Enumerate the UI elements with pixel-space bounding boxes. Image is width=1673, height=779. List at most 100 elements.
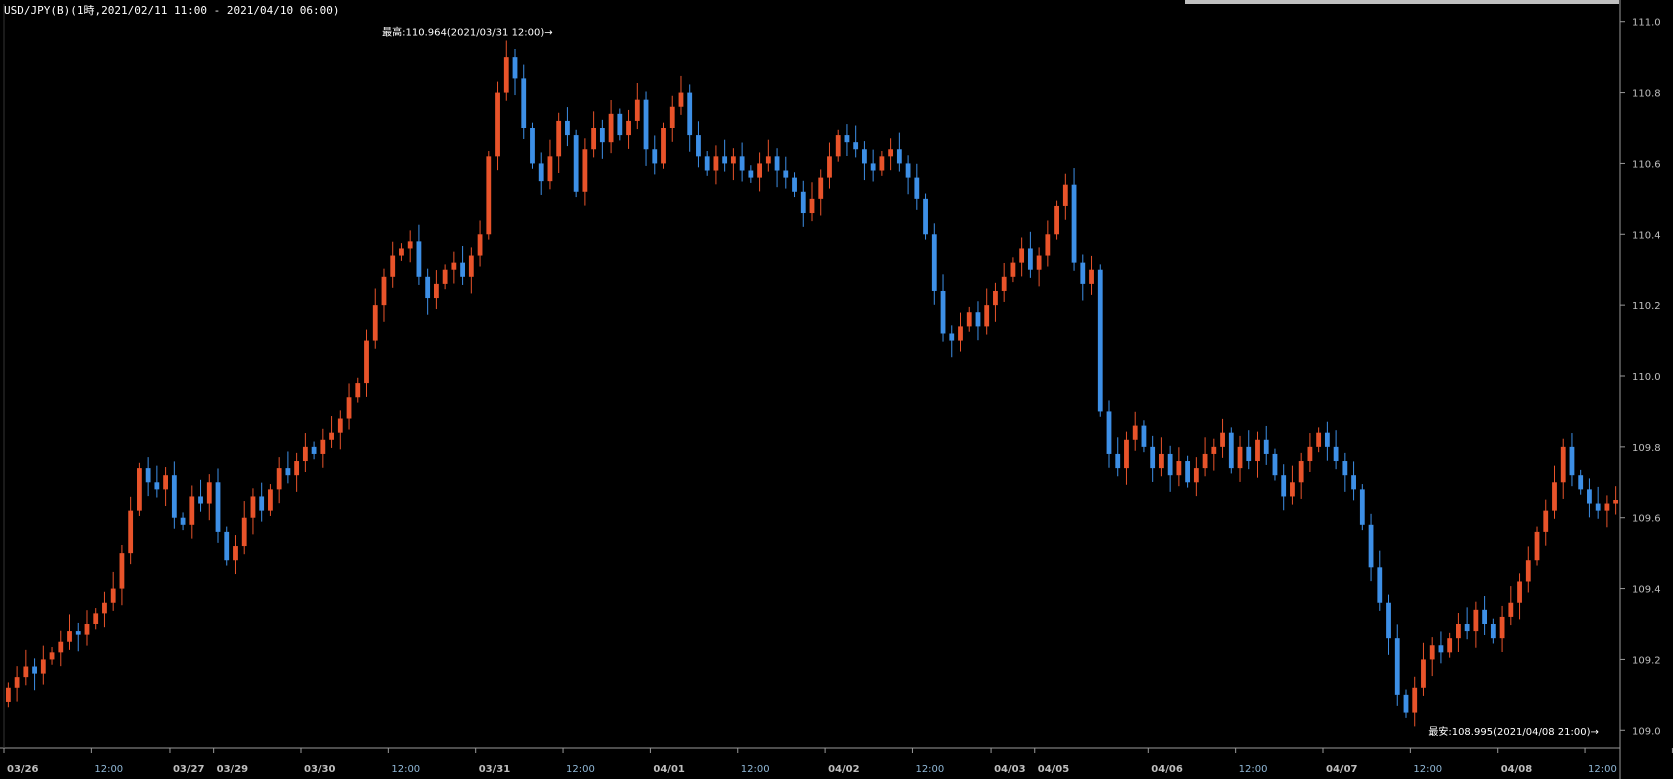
x-axis: 03/26 12:00 03/27 03/29 03/30 12:00 03/31 12:00… <box>3 748 1673 775</box>
candle-body <box>1499 616 1505 639</box>
candle-body <box>634 99 640 121</box>
candle-body <box>1115 453 1121 469</box>
candle-body <box>1578 475 1584 490</box>
candle-body <box>276 468 282 490</box>
candle-body <box>1001 276 1007 291</box>
candle-body <box>1106 411 1112 454</box>
candle-body <box>346 397 352 419</box>
candle-body <box>1255 439 1260 462</box>
candle-body <box>215 482 221 532</box>
candle-body <box>1429 645 1435 660</box>
x-tick-label: 12:00 <box>566 764 595 775</box>
candle-body <box>765 156 771 164</box>
candle-body <box>896 149 902 164</box>
top-scroll-bar[interactable] <box>1185 0 1619 4</box>
candle-body <box>949 333 955 341</box>
candle-body <box>1263 439 1269 454</box>
candle-body <box>23 666 29 678</box>
candle-body <box>1560 446 1566 483</box>
candle-body <box>1089 269 1094 284</box>
x-tick-label: 12:00 <box>915 764 944 775</box>
candle-body <box>792 177 797 192</box>
candle-body <box>748 170 754 178</box>
candle-body <box>259 496 265 511</box>
candle-body <box>145 468 151 483</box>
candle-body <box>1124 439 1129 469</box>
candle-body <box>49 652 55 660</box>
x-tick-label: 12:00 <box>1413 764 1442 775</box>
candle-body <box>1473 609 1479 632</box>
candle-body <box>853 142 859 150</box>
candle-body <box>1464 624 1470 632</box>
candle-body <box>975 312 981 327</box>
candle-body <box>1132 425 1138 440</box>
candle-body <box>1027 248 1033 270</box>
candle-body <box>757 163 762 178</box>
x-tick-label: 12:00 <box>1239 764 1268 775</box>
candle-body <box>669 106 675 128</box>
candle-body <box>931 234 937 291</box>
candle-body <box>1080 262 1086 284</box>
annotations-layer: 最高:110.964(2021/03/31 12:00)→ 最安:108.995(… <box>382 25 1599 738</box>
candle-body <box>1316 432 1322 447</box>
candle-body <box>966 312 972 327</box>
y-tick-label: 109.2 <box>1632 655 1661 666</box>
candle-body <box>407 241 413 249</box>
candle-body <box>1613 500 1619 504</box>
candle-body <box>224 531 230 561</box>
candle-body <box>102 602 107 614</box>
chart-title: USD/JPY(B)(1時,2021/02/11 11:00 - 2021/04… <box>4 4 340 17</box>
candle-body <box>1281 475 1287 497</box>
candle-body <box>416 241 422 277</box>
candle-body <box>110 588 116 603</box>
candle-body <box>818 177 824 199</box>
candle-body <box>1359 489 1365 525</box>
candle-body <box>521 78 527 128</box>
y-tick-label: 110.4 <box>1632 230 1661 241</box>
candle-body <box>355 383 361 398</box>
x-tick-label: 12:00 <box>1588 764 1617 775</box>
candle-body <box>1508 602 1514 617</box>
candle-body <box>1412 687 1418 713</box>
candle-body <box>1062 184 1068 206</box>
candle-body <box>1595 503 1601 511</box>
candle-body <box>198 496 203 504</box>
candle-body <box>940 290 946 334</box>
candle-body <box>154 482 160 490</box>
candle-body <box>1141 425 1147 447</box>
candle-body <box>1394 638 1400 695</box>
candle-body <box>1351 475 1356 490</box>
candle-body <box>67 631 72 642</box>
candle-body <box>722 156 728 164</box>
candle-body <box>1176 461 1182 476</box>
candle-body <box>652 149 658 164</box>
candle-body <box>582 149 588 192</box>
candle-body <box>617 113 623 136</box>
candle-body <box>1237 446 1243 469</box>
candle-body <box>503 57 509 93</box>
candle-body <box>565 120 570 136</box>
candle-body <box>1290 482 1295 497</box>
candles-layer <box>5 40 1619 727</box>
candle-body <box>1185 461 1191 483</box>
candle-body <box>1604 503 1610 511</box>
candle-body <box>302 446 308 462</box>
candle-body <box>268 489 273 511</box>
y-tick-label: 109.8 <box>1632 443 1661 454</box>
candle-body <box>1246 446 1252 462</box>
candle-body <box>1150 446 1156 469</box>
candle-body <box>1368 524 1374 568</box>
x-tick-label: 03/30 <box>304 764 336 775</box>
candle-body <box>678 92 684 107</box>
candle-body <box>1421 659 1426 688</box>
candle-body <box>844 135 850 143</box>
candle-body <box>914 177 920 199</box>
candle-body <box>163 475 169 490</box>
candle-body <box>661 128 666 164</box>
candle-body <box>171 475 177 518</box>
candle-body <box>608 113 614 143</box>
candle-body <box>1482 609 1488 624</box>
plot-frame <box>0 0 1621 779</box>
candle-body <box>713 156 719 171</box>
